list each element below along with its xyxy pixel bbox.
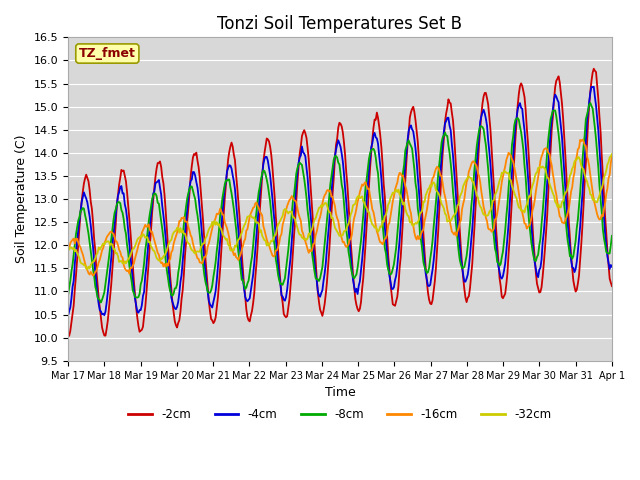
Line: -32cm: -32cm bbox=[68, 154, 612, 269]
-16cm bbox=[396, 170, 403, 176]
-8cm bbox=[234, 249, 242, 255]
-16cm bbox=[608, 153, 616, 158]
-4cm bbox=[234, 213, 241, 218]
Text: TZ_fmet: TZ_fmet bbox=[79, 47, 136, 60]
Y-axis label: Soil Temperature (C): Soil Temperature (C) bbox=[15, 135, 28, 264]
-16cm bbox=[370, 209, 378, 215]
-4cm bbox=[369, 140, 376, 146]
Title: Tonzi Soil Temperatures Set B: Tonzi Soil Temperatures Set B bbox=[218, 15, 463, 33]
-2cm bbox=[294, 165, 302, 170]
-16cm bbox=[64, 247, 72, 253]
-8cm bbox=[64, 293, 72, 299]
-2cm bbox=[608, 283, 616, 289]
-2cm bbox=[590, 66, 598, 72]
-2cm bbox=[559, 115, 567, 121]
-4cm bbox=[558, 134, 566, 140]
-8cm bbox=[586, 100, 594, 106]
-8cm bbox=[608, 233, 616, 239]
-2cm bbox=[465, 293, 473, 299]
-4cm bbox=[464, 272, 472, 277]
Line: -8cm: -8cm bbox=[68, 103, 612, 302]
-16cm bbox=[89, 273, 97, 278]
-32cm bbox=[294, 229, 302, 235]
-32cm bbox=[608, 151, 616, 157]
-32cm bbox=[64, 243, 72, 249]
-8cm bbox=[97, 300, 105, 305]
-4cm bbox=[590, 84, 598, 90]
Line: -16cm: -16cm bbox=[68, 140, 612, 276]
Line: -2cm: -2cm bbox=[68, 69, 612, 336]
-2cm bbox=[234, 199, 242, 205]
Legend: -2cm, -4cm, -8cm, -16cm, -32cm: -2cm, -4cm, -8cm, -16cm, -32cm bbox=[124, 404, 556, 426]
-32cm bbox=[465, 174, 473, 180]
-16cm bbox=[465, 168, 473, 174]
-8cm bbox=[370, 146, 378, 152]
-4cm bbox=[608, 264, 616, 270]
-16cm bbox=[579, 137, 586, 143]
-4cm bbox=[64, 313, 72, 319]
-32cm bbox=[396, 192, 403, 197]
-32cm bbox=[234, 237, 242, 242]
-16cm bbox=[559, 220, 567, 226]
-16cm bbox=[234, 257, 242, 263]
-8cm bbox=[465, 233, 473, 239]
-8cm bbox=[294, 162, 302, 168]
Line: -4cm: -4cm bbox=[68, 87, 612, 316]
-4cm bbox=[294, 170, 301, 176]
-2cm bbox=[64, 332, 72, 338]
-32cm bbox=[83, 266, 91, 272]
X-axis label: Time: Time bbox=[324, 386, 355, 399]
-2cm bbox=[370, 125, 378, 131]
-2cm bbox=[65, 333, 73, 339]
-8cm bbox=[396, 204, 403, 210]
-2cm bbox=[396, 265, 403, 271]
-8cm bbox=[559, 185, 567, 191]
-4cm bbox=[395, 250, 403, 256]
-16cm bbox=[294, 211, 302, 216]
-32cm bbox=[559, 198, 567, 204]
-32cm bbox=[370, 223, 378, 228]
